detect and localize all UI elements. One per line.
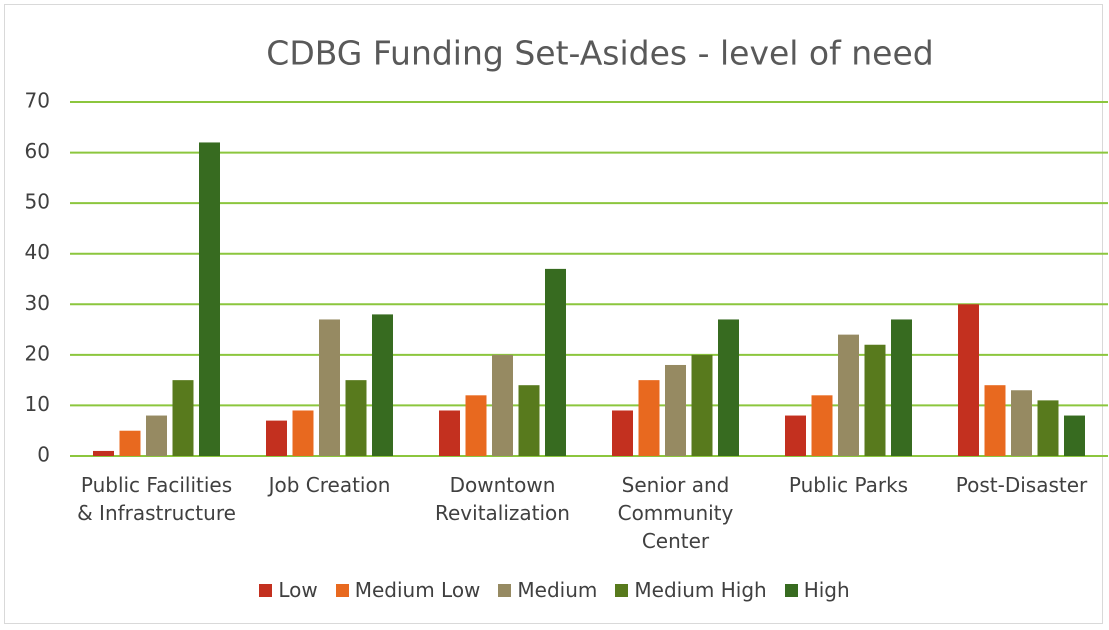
bar — [691, 354, 713, 456]
y-tick-label: 60 — [25, 139, 50, 163]
legend-label: Medium — [517, 578, 598, 602]
y-tick-label: 0 — [37, 443, 50, 467]
legend-label: Medium High — [634, 578, 767, 602]
x-tick-label: Downtown Revitalization — [435, 473, 570, 525]
legend: Low Medium Low Medium Medium High High — [0, 578, 1109, 602]
bar — [372, 314, 393, 456]
y-tick-label: 30 — [25, 291, 50, 315]
bar — [864, 344, 886, 456]
y-tick-label: 40 — [25, 240, 50, 264]
bar — [119, 430, 141, 456]
x-tick-label: Post-Disaster — [955, 473, 1088, 497]
y-tick-label: 70 — [25, 89, 50, 113]
bar — [785, 415, 806, 456]
x-tick-label: Senior and Community Center — [617, 473, 734, 553]
bar — [172, 380, 194, 456]
bar — [518, 385, 540, 456]
legend-label: Low — [278, 578, 318, 602]
bar — [958, 304, 979, 456]
legend-label: High — [803, 578, 850, 602]
y-tick-label: 50 — [25, 190, 50, 214]
bar — [838, 334, 859, 456]
bar — [1011, 390, 1032, 456]
bar — [545, 268, 566, 456]
legend-swatch — [615, 583, 629, 597]
bar — [439, 410, 460, 456]
bar — [984, 385, 1006, 456]
x-tick-label: Public Facilities & Infrastructure — [77, 473, 236, 525]
x-tick-label: Job Creation — [268, 473, 391, 497]
legend-item: High — [784, 578, 850, 602]
bar — [718, 319, 739, 456]
legend-item: Medium High — [615, 578, 767, 602]
bar — [612, 410, 633, 456]
y-tick-label: 10 — [25, 392, 50, 416]
legend-swatch — [335, 583, 349, 597]
legend-swatch — [259, 583, 273, 597]
bar — [345, 380, 367, 456]
legend-swatch — [498, 583, 512, 597]
bar — [93, 450, 114, 456]
legend-item: Low — [259, 578, 318, 602]
x-tick-label: Public Parks — [788, 473, 909, 497]
bar — [1037, 400, 1059, 456]
bar — [199, 142, 220, 456]
legend-item: Medium — [498, 578, 597, 602]
bar — [891, 319, 912, 456]
legend-swatch — [784, 583, 798, 597]
bar — [638, 380, 660, 456]
bar — [319, 319, 340, 456]
bar — [492, 354, 513, 456]
y-tick-label: 20 — [25, 341, 50, 365]
chart-title: CDBG Funding Set-Asides - level of need — [266, 34, 933, 73]
bar — [266, 420, 287, 456]
bar — [665, 364, 686, 456]
bar — [146, 415, 167, 456]
legend-label: Medium Low — [354, 578, 481, 602]
bar — [465, 395, 487, 456]
bar — [1064, 415, 1085, 456]
bar — [292, 410, 314, 456]
bar — [811, 395, 833, 456]
chart-frame — [4, 4, 1103, 624]
legend-item: Medium Low — [335, 578, 481, 602]
